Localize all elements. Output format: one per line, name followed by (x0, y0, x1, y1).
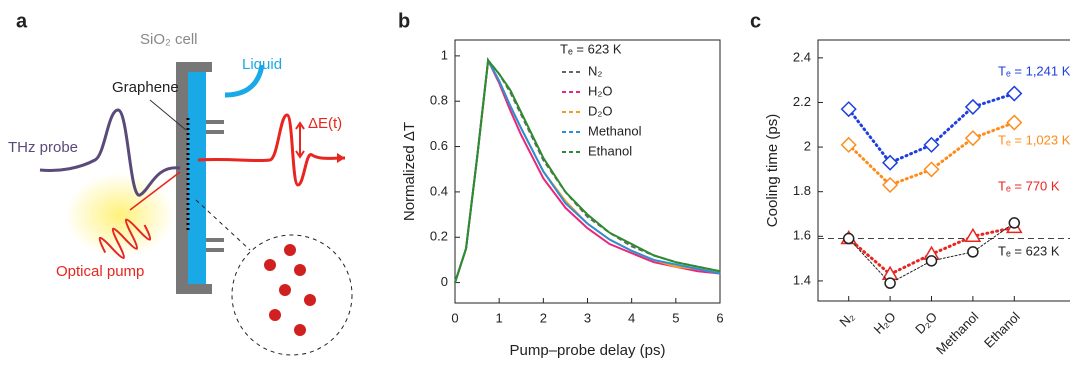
panel-b: 0 0.2 0.4 0.6 0.8 1 Normalized ΔT 0 1 2 3 4 5 6 Pump–p… (401, 39, 724, 359)
arrow (337, 153, 345, 163)
marker (842, 232, 855, 245)
x-tick-label: H₂O (871, 309, 899, 337)
zoom (231, 234, 353, 356)
marker (925, 255, 938, 267)
y-tick-label: 0.6 (430, 138, 448, 153)
pump-arrow (129, 171, 181, 211)
y-tick-label: 2 (804, 139, 811, 154)
y-tick-label: 1.8 (793, 183, 811, 198)
port (206, 120, 224, 252)
x-axis-label: Pump–probe delay (ps) (510, 342, 666, 359)
marker (840, 136, 857, 153)
cell-wall (198, 62, 212, 72)
y-tick-label: 1 (441, 47, 448, 62)
y-axis-label: Normalized ΔT (401, 122, 418, 221)
marker (964, 98, 981, 115)
marker (884, 277, 896, 289)
marker (964, 130, 981, 147)
legend-label: H₂O (588, 83, 613, 98)
marker (967, 246, 979, 258)
y-tick-label: 2.4 (793, 49, 811, 64)
pointer (149, 99, 187, 131)
molecules (264, 244, 316, 336)
panel-label: b (398, 10, 410, 32)
x-tick-label: D₂O (912, 309, 940, 337)
y-tick-label: 0 (441, 274, 448, 289)
panel-c: 1.4 1.6 1.8 2 2.2 2.4 Cooling time (ps) N₂ H₂O D₂… (764, 39, 1070, 358)
marker (923, 136, 940, 153)
legend-title: Tₑ = 623 K (560, 41, 622, 56)
label: Liquid (242, 56, 282, 73)
x-tick-label: Methanol (933, 309, 982, 358)
x-tick-label: 2 (540, 310, 547, 325)
data-line (847, 92, 1016, 165)
panel-label: a (16, 10, 28, 32)
diagram: SiO₂ cell Liquid Graphene THz probe ΔE(t… (8, 31, 353, 356)
label: ΔE(t) (308, 115, 342, 132)
legend-label: Methanol (588, 123, 642, 138)
x-tick-label: 0 (451, 310, 458, 325)
x-tick-label: 1 (496, 310, 503, 325)
pump-pulse (98, 218, 152, 259)
series-label: Tₑ = 1,241 K (998, 63, 1070, 78)
marker (964, 227, 982, 243)
x-tick-label: 3 (584, 310, 591, 325)
label: Optical pump (56, 263, 144, 280)
label: Graphene (112, 79, 179, 96)
series-label: Tₑ = 1,023 K (998, 132, 1070, 147)
cell-wall (176, 62, 188, 294)
legend-label: N₂ (588, 63, 602, 78)
delta-arrow (295, 121, 305, 159)
series-label: Tₑ = 623 K (998, 243, 1060, 258)
series-label: Tₑ = 770 K (998, 178, 1060, 193)
transmitted-wave (197, 113, 346, 187)
marker (840, 101, 857, 118)
panel-label: c (750, 10, 761, 32)
marker (1008, 217, 1021, 229)
legend-label: D₂O (588, 103, 613, 118)
y-tick-label: 1.4 (793, 272, 811, 287)
y-tick-label: 2.2 (793, 94, 811, 109)
pump-glow (65, 173, 175, 257)
liquid-arrow (224, 64, 265, 98)
label: THz probe (8, 139, 78, 156)
label: SiO₂ cell (140, 31, 198, 48)
y-tick-label: 1.6 (793, 228, 811, 243)
x-tick-label: N₂ (836, 309, 857, 330)
marker (882, 154, 899, 171)
legend-label: Ethanol (588, 143, 632, 158)
x-tick-label: Ethanol (981, 309, 1023, 351)
axes-frame (817, 39, 1070, 302)
y-tick-label: 0.2 (430, 229, 448, 244)
data-line (454, 57, 721, 283)
y-axis-label: Cooling time (ps) (764, 114, 781, 227)
cell-wall (198, 284, 212, 294)
liquid (188, 72, 206, 284)
y-tick-label: 0.8 (430, 93, 448, 108)
marker (923, 161, 940, 178)
y-tick-label: 0.4 (430, 183, 448, 198)
marker (882, 176, 899, 194)
x-tick-label: 5 (672, 310, 679, 325)
probe-wave (39, 108, 181, 197)
x-tick-label: 6 (716, 310, 723, 325)
marker (1006, 85, 1023, 102)
x-tick-label: 4 (628, 310, 635, 325)
marker (1006, 114, 1023, 131)
